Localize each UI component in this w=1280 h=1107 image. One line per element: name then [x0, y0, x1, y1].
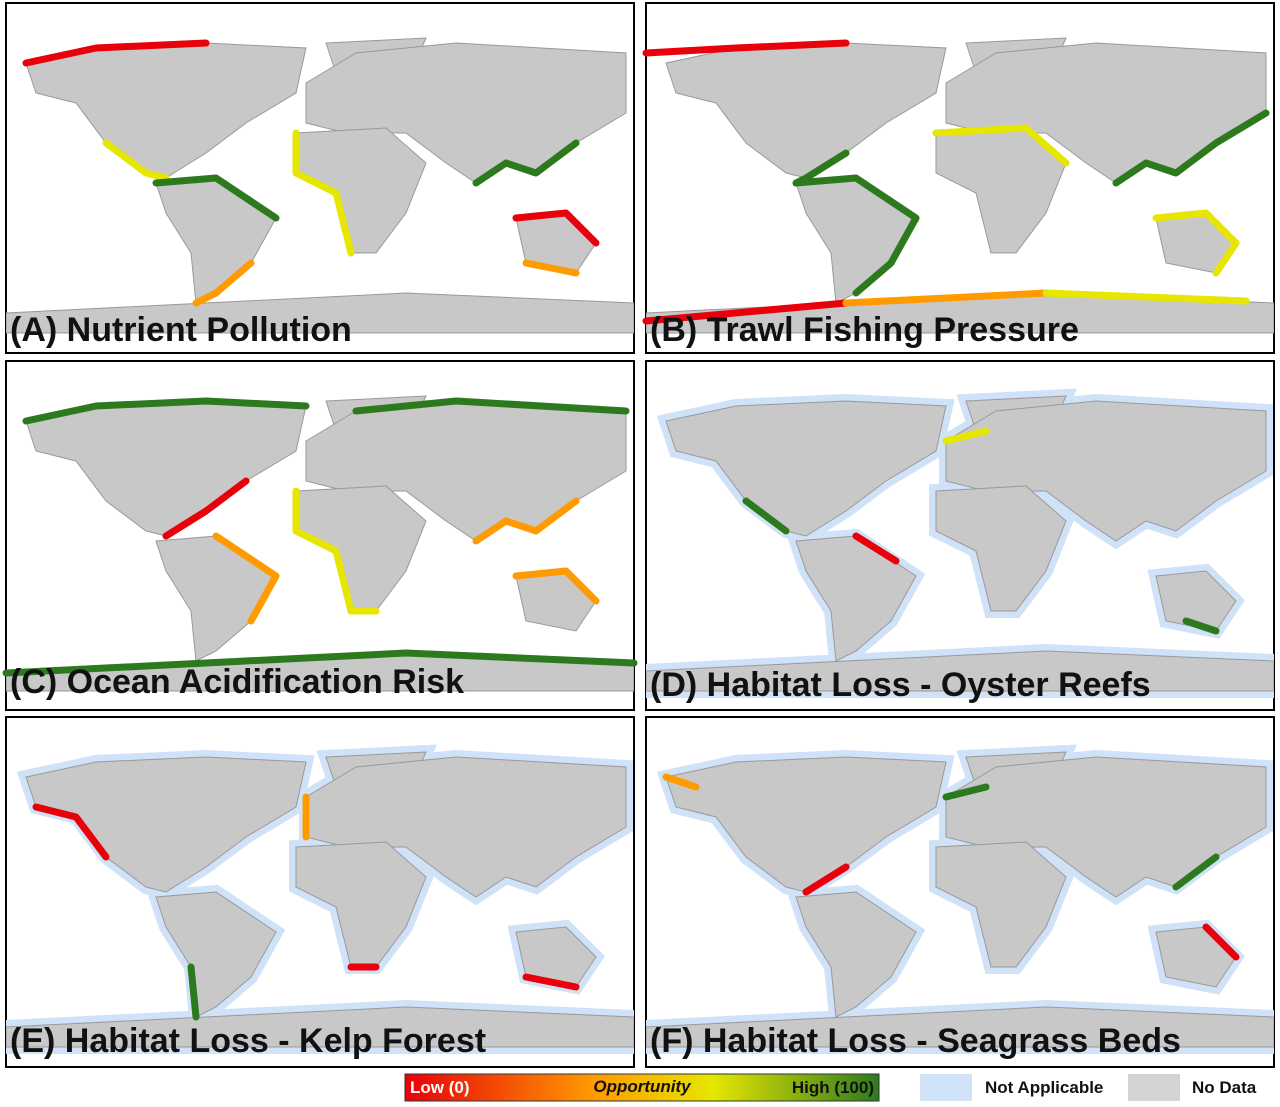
legend-no-data: No Data	[1192, 1078, 1257, 1097]
panel-title: (C) Ocean Acidification Risk	[10, 663, 464, 701]
panel-title: (E) Habitat Loss - Kelp Forest	[10, 1022, 486, 1060]
color-ramp	[404, 1073, 880, 1102]
panel-title: (D) Habitat Loss - Oyster Reefs	[650, 666, 1151, 704]
panel-title: (A) Nutrient Pollution	[10, 311, 352, 349]
legend-not-applicable: Not Applicable	[985, 1078, 1103, 1097]
swatch-not-applicable	[920, 1074, 972, 1101]
legend: Low (0) Opportunity High (100) Not Appli…	[404, 1073, 1257, 1102]
panel-c: (C) Ocean Acidification Risk	[2, 360, 638, 711]
panel-d: (D) Habitat Loss - Oyster Reefs	[645, 360, 1275, 711]
panel-title: (F) Habitat Loss - Seagrass Beds	[650, 1022, 1181, 1060]
panel-title: (B) Trawl Fishing Pressure	[650, 311, 1079, 349]
swatch-no-data	[1128, 1074, 1180, 1101]
panel-a: (A) Nutrient Pollution	[5, 2, 635, 354]
panel-e: (E) Habitat Loss - Kelp Forest	[5, 716, 635, 1068]
legend-low: Low (0)	[410, 1078, 470, 1097]
legend-high: High (100)	[792, 1078, 874, 1097]
panel-f: (F) Habitat Loss - Seagrass Beds	[645, 716, 1275, 1068]
panel-b: (B) Trawl Fishing Pressure	[642, 2, 1275, 354]
legend-title: Opportunity	[593, 1077, 692, 1096]
